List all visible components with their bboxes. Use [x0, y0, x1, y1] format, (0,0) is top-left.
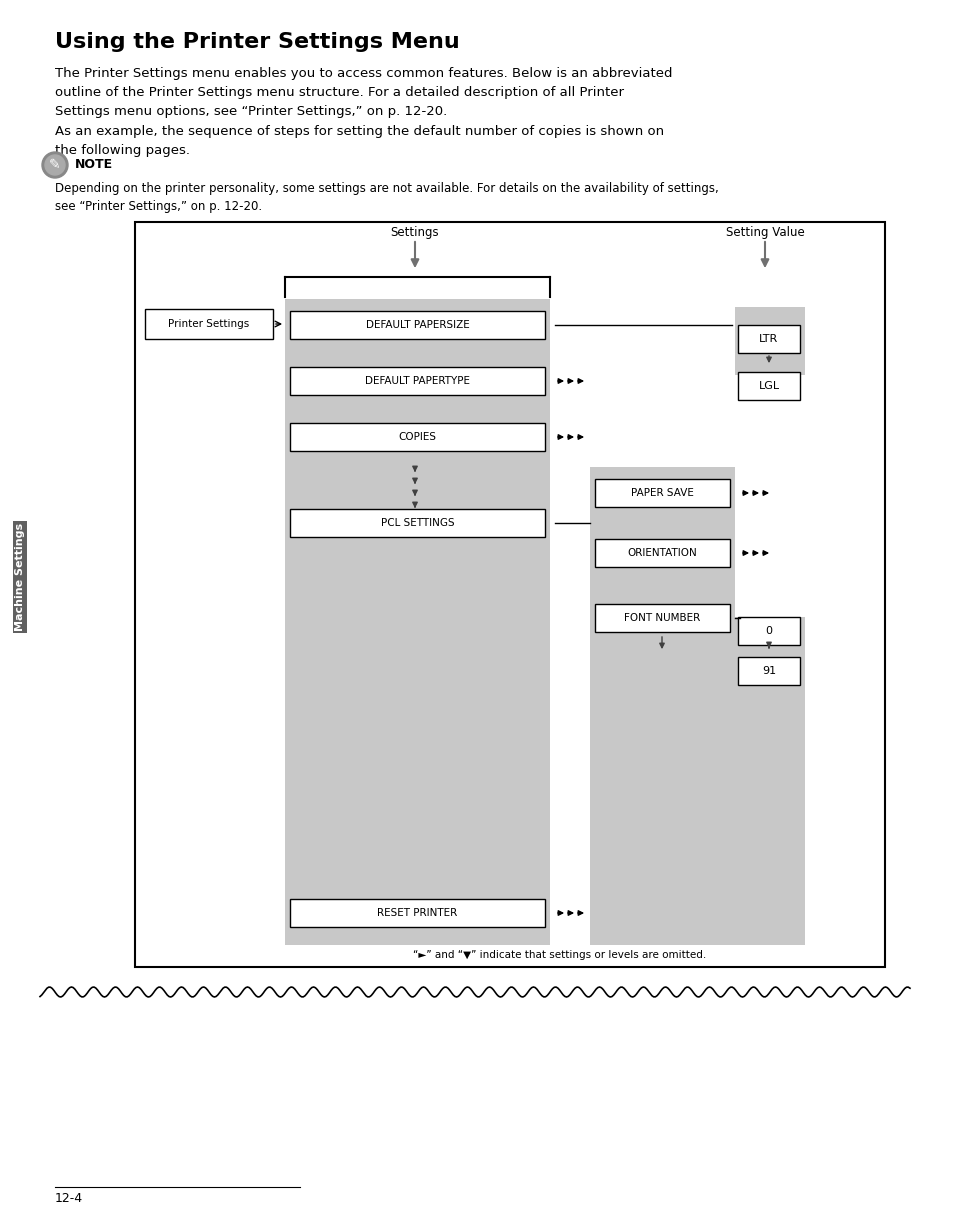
Text: As an example, the sequence of steps for setting the default number of copies is: As an example, the sequence of steps for…: [55, 125, 663, 157]
FancyBboxPatch shape: [135, 222, 884, 967]
Text: NOTE: NOTE: [75, 158, 113, 172]
FancyBboxPatch shape: [595, 604, 729, 632]
Text: Settings: Settings: [391, 226, 438, 239]
Text: PCL SETTINGS: PCL SETTINGS: [380, 518, 454, 528]
Text: DEFAULT PAPERTYPE: DEFAULT PAPERTYPE: [365, 375, 470, 387]
FancyBboxPatch shape: [738, 372, 800, 400]
FancyBboxPatch shape: [738, 617, 800, 645]
FancyBboxPatch shape: [595, 539, 729, 567]
FancyBboxPatch shape: [738, 325, 800, 353]
FancyBboxPatch shape: [290, 310, 544, 339]
Text: 0: 0: [764, 626, 772, 636]
FancyBboxPatch shape: [595, 479, 729, 507]
FancyBboxPatch shape: [290, 423, 544, 452]
FancyBboxPatch shape: [738, 656, 800, 685]
FancyBboxPatch shape: [734, 617, 804, 945]
Circle shape: [45, 155, 65, 175]
Text: FONT NUMBER: FONT NUMBER: [623, 614, 700, 623]
Text: 91: 91: [761, 666, 775, 676]
Text: Setting Value: Setting Value: [725, 226, 803, 239]
Text: LTR: LTR: [759, 334, 778, 344]
Text: LGL: LGL: [758, 382, 779, 391]
Text: Machine Settings: Machine Settings: [15, 523, 25, 631]
Text: Depending on the printer personality, some settings are not available. For detai: Depending on the printer personality, so…: [55, 182, 718, 213]
Text: “►” and “▼” indicate that settings or levels are omitted.: “►” and “▼” indicate that settings or le…: [413, 950, 706, 960]
FancyBboxPatch shape: [290, 509, 544, 537]
Text: COPIES: COPIES: [398, 432, 436, 442]
FancyBboxPatch shape: [285, 299, 550, 945]
FancyBboxPatch shape: [734, 307, 804, 375]
Text: ORIENTATION: ORIENTATION: [627, 548, 697, 558]
Text: ✎: ✎: [50, 158, 61, 172]
Text: Using the Printer Settings Menu: Using the Printer Settings Menu: [55, 32, 459, 52]
FancyBboxPatch shape: [290, 367, 544, 395]
FancyBboxPatch shape: [145, 309, 273, 339]
Circle shape: [42, 152, 68, 178]
FancyBboxPatch shape: [290, 899, 544, 928]
Text: RESET PRINTER: RESET PRINTER: [377, 908, 457, 918]
Text: The Printer Settings menu enables you to access common features. Below is an abb: The Printer Settings menu enables you to…: [55, 67, 672, 118]
Text: DEFAULT PAPERSIZE: DEFAULT PAPERSIZE: [365, 320, 469, 330]
FancyBboxPatch shape: [589, 467, 734, 945]
Text: PAPER SAVE: PAPER SAVE: [630, 488, 693, 498]
Text: Printer Settings: Printer Settings: [168, 319, 250, 329]
Text: 12-4: 12-4: [55, 1193, 83, 1205]
